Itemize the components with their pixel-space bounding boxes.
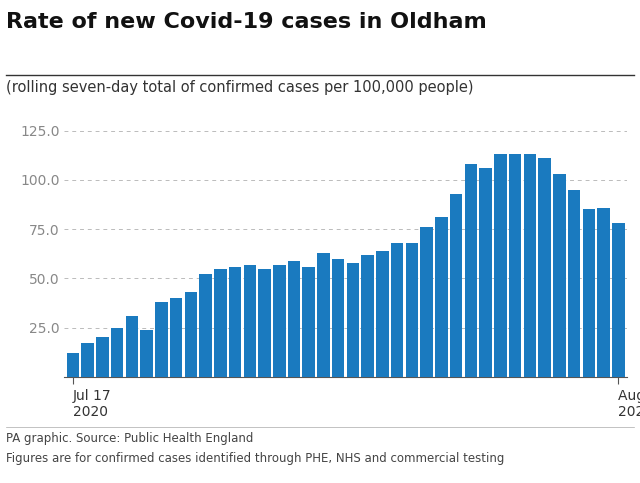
Text: Rate of new Covid-19 cases in Oldham: Rate of new Covid-19 cases in Oldham: [6, 12, 487, 32]
Bar: [317, 253, 330, 377]
Bar: [435, 217, 448, 377]
Bar: [155, 302, 168, 377]
Bar: [479, 168, 492, 377]
Bar: [347, 263, 359, 377]
Bar: [362, 255, 374, 377]
Bar: [111, 327, 124, 377]
Bar: [538, 158, 551, 377]
Bar: [199, 274, 212, 377]
Bar: [391, 243, 403, 377]
Bar: [170, 298, 182, 377]
Bar: [376, 251, 388, 377]
Bar: [509, 155, 522, 377]
Bar: [184, 292, 197, 377]
Bar: [243, 265, 256, 377]
Bar: [125, 316, 138, 377]
Bar: [214, 269, 227, 377]
Bar: [273, 265, 285, 377]
Text: (rolling seven-day total of confirmed cases per 100,000 people): (rolling seven-day total of confirmed ca…: [6, 80, 474, 95]
Bar: [140, 329, 153, 377]
Bar: [465, 164, 477, 377]
Bar: [553, 174, 566, 377]
Bar: [332, 259, 344, 377]
Bar: [597, 208, 610, 377]
Bar: [228, 267, 241, 377]
Bar: [582, 210, 595, 377]
Bar: [303, 267, 315, 377]
Bar: [524, 155, 536, 377]
Bar: [568, 190, 580, 377]
Text: PA graphic. Source: Public Health England: PA graphic. Source: Public Health Englan…: [6, 432, 254, 445]
Bar: [406, 243, 418, 377]
Bar: [450, 194, 463, 377]
Bar: [494, 155, 507, 377]
Bar: [259, 269, 271, 377]
Bar: [288, 261, 300, 377]
Bar: [67, 353, 79, 377]
Bar: [420, 227, 433, 377]
Text: Figures are for confirmed cases identified through PHE, NHS and commercial testi: Figures are for confirmed cases identifi…: [6, 452, 505, 465]
Bar: [96, 338, 109, 377]
Bar: [612, 223, 625, 377]
Bar: [81, 343, 94, 377]
